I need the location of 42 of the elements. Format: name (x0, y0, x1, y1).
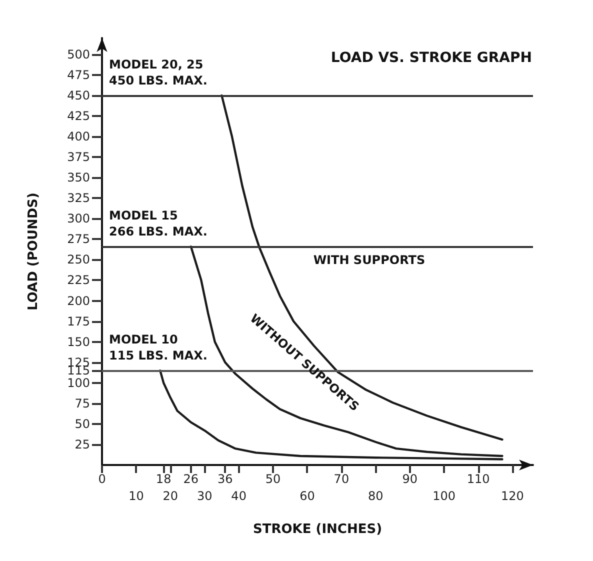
text: LOAD VS. STROKE GRAPH (330, 50, 532, 66)
x2-tick-label: 30 (196, 489, 212, 503)
y-tick-label: 175 (67, 314, 90, 328)
y-tick-label: 400 (67, 130, 90, 144)
y-tick-label: 75 (74, 396, 90, 410)
ref-line-label: MODEL 15 266 LBS. MAX. (109, 208, 208, 239)
x-tick-label: 110 (466, 472, 490, 486)
y-tick-label: 375 (67, 150, 90, 164)
ref-line-label: MODEL 10 115 LBS. MAX. (109, 332, 208, 363)
y-tick-label: 350 (67, 170, 90, 185)
x-tick-label: 70 (334, 472, 350, 486)
x-axis-title: STROKE (INCHES) (252, 522, 382, 537)
y-tick-label: 150 (67, 334, 90, 349)
y-tick-label: 50 (74, 416, 90, 431)
x2-tick-label: 80 (368, 489, 384, 503)
y-tick-label: 200 (67, 294, 90, 308)
x-tick-label: 0 (98, 472, 106, 486)
y-tick-label: 225 (67, 273, 90, 288)
x-tick-label: 26 (183, 472, 199, 486)
annotation: WITH SUPPORTS (313, 253, 426, 268)
y-tick-label: 250 (67, 252, 90, 267)
x2-tick-label: 120 (501, 489, 524, 503)
x-tick-label: 50 (265, 472, 281, 486)
x2-tick-label: 20 (162, 489, 178, 503)
x-tick-label: 18 (156, 472, 172, 486)
x-tick-label: 90 (402, 472, 418, 486)
x2-tick-label: 10 (128, 489, 144, 503)
y-tick-label: 425 (67, 109, 90, 124)
y-tick-label: 500 (67, 47, 90, 62)
x2-tick-label: 100 (432, 489, 456, 503)
x2-tick-label: 40 (231, 489, 246, 503)
ref-line-label: MODEL 20, 25 450 LBS. MAX. (109, 57, 208, 88)
x2-tick-label: 60 (300, 489, 315, 503)
y-tick-label: 275 (67, 232, 90, 246)
y-tick-label: 475 (67, 68, 90, 82)
y-tick-label: 450 (67, 88, 90, 102)
y-tick-label: 300 (67, 212, 90, 226)
x-tick-label: 36 (218, 472, 233, 486)
y-tick-label: 325 (67, 191, 90, 206)
y-tick-label: 25 (74, 437, 90, 452)
y-axis-title: LOAD (POUNDS) (26, 192, 41, 310)
y-tick-label: 100 (67, 376, 90, 390)
